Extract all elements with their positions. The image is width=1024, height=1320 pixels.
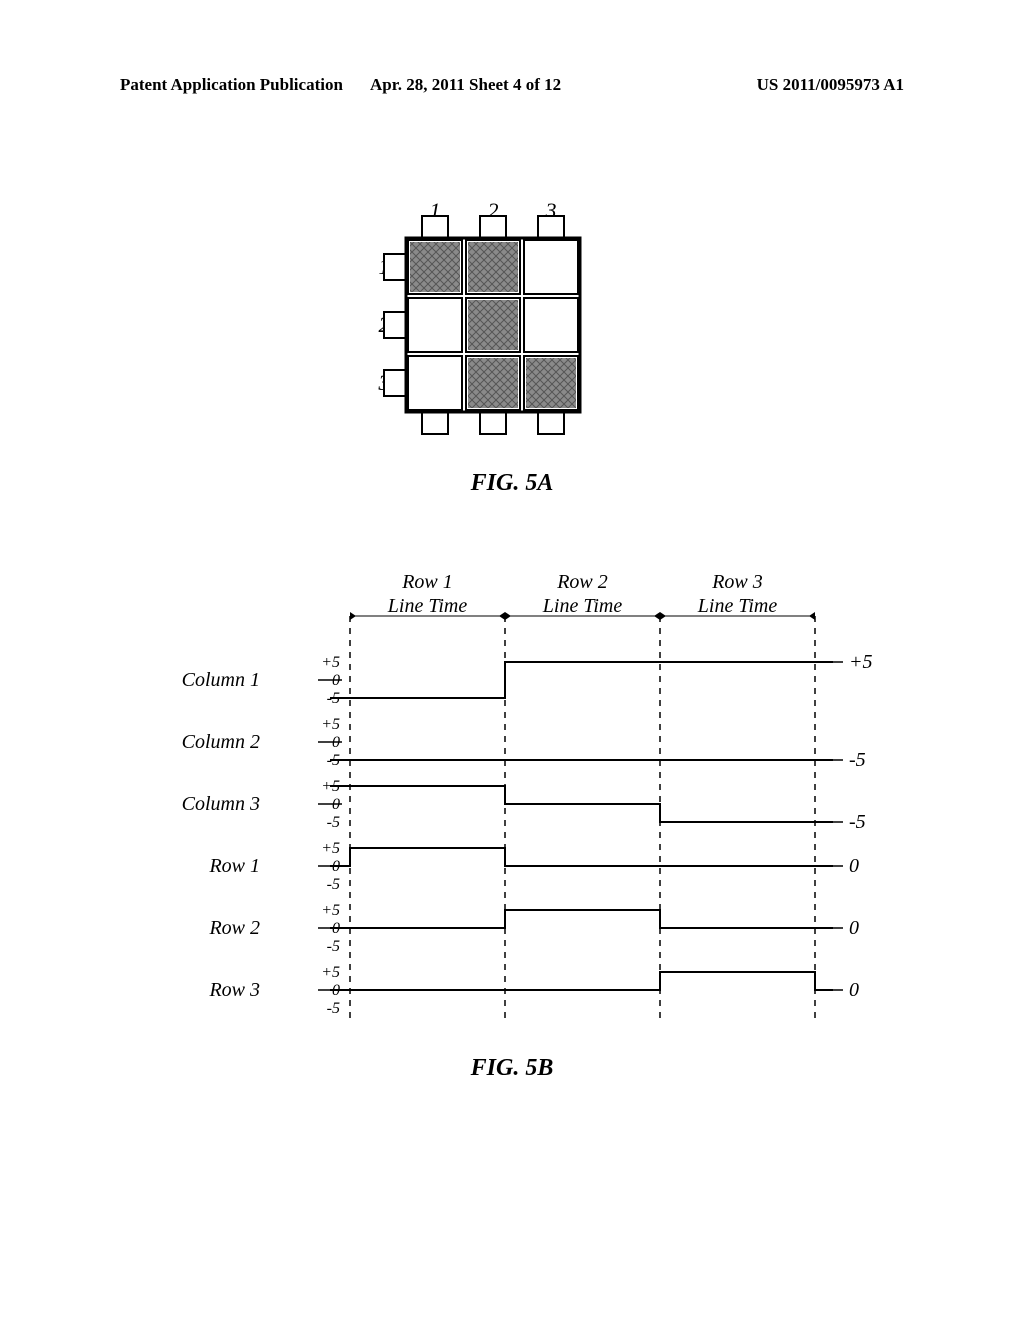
fig-5a-caption: FIG. 5A	[0, 470, 1024, 497]
fig-5b: Row 1Line TimeRow 2Line TimeRow 3Line Ti…	[120, 560, 920, 1035]
svg-text:Row 2: Row 2	[556, 571, 608, 593]
header-left: Patent Application Publication	[120, 75, 343, 95]
svg-text:Row 3: Row 3	[711, 571, 763, 593]
fig-5a-grid: 123123	[360, 200, 660, 460]
header-center: Apr. 28, 2011 Sheet 4 of 12	[370, 75, 561, 95]
header-right: US 2011/0095973 A1	[757, 75, 904, 95]
svg-text:Row 1: Row 1	[401, 571, 453, 593]
svg-text:Column 1: Column 1	[182, 669, 260, 691]
svg-text:+5: +5	[849, 651, 873, 673]
svg-text:Row 1: Row 1	[208, 855, 260, 877]
svg-text:-5: -5	[327, 876, 340, 893]
svg-text:Row 2: Row 2	[208, 917, 260, 939]
fig-5b-caption: FIG. 5B	[0, 1055, 1024, 1082]
svg-text:+5: +5	[321, 716, 340, 733]
svg-text:+5: +5	[321, 964, 340, 981]
svg-text:Column 3: Column 3	[182, 793, 260, 815]
svg-text:Column 2: Column 2	[182, 731, 260, 753]
svg-text:+5: +5	[321, 654, 340, 671]
svg-text:-5: -5	[849, 749, 866, 771]
svg-text:Line Time: Line Time	[387, 595, 468, 617]
svg-text:+5: +5	[321, 902, 340, 919]
svg-text:0: 0	[849, 855, 859, 877]
fig-5b-timing-diagram: Row 1Line TimeRow 2Line TimeRow 3Line Ti…	[120, 560, 940, 1030]
svg-text:Row 3: Row 3	[208, 979, 260, 1001]
svg-text:Line Time: Line Time	[697, 595, 778, 617]
svg-text:-5: -5	[327, 1000, 340, 1017]
svg-text:-5: -5	[327, 938, 340, 955]
svg-text:Line Time: Line Time	[542, 595, 623, 617]
svg-text:0: 0	[849, 979, 859, 1001]
svg-text:-5: -5	[849, 811, 866, 833]
fig-5a: 123123	[360, 200, 660, 460]
svg-text:-5: -5	[327, 814, 340, 831]
svg-text:+5: +5	[321, 840, 340, 857]
svg-text:0: 0	[849, 917, 859, 939]
